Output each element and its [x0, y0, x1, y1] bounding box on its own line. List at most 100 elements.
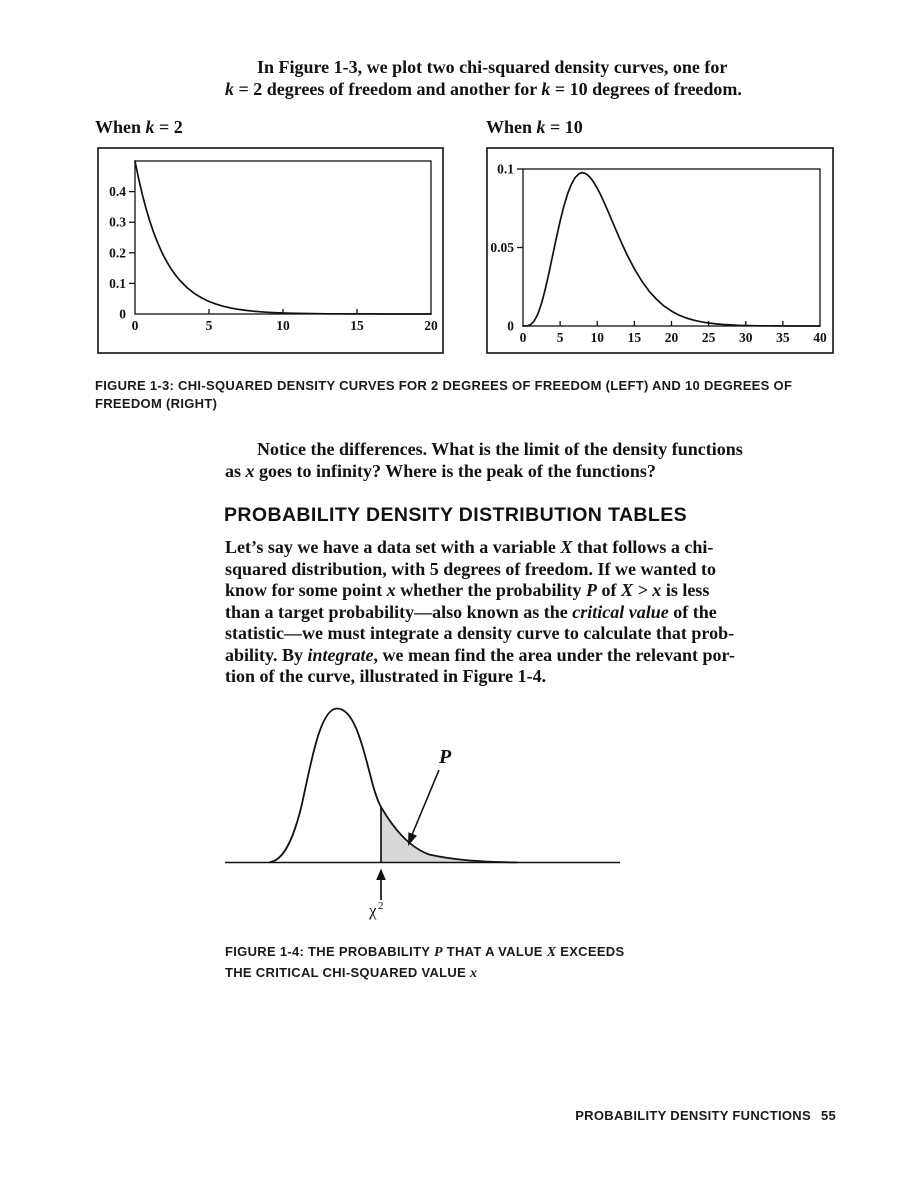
text-run: THAT A VALUE	[442, 944, 547, 959]
y-tick-label: 0	[507, 319, 514, 334]
text-line: In Figure 1-3, we plot two chi-squared d…	[225, 57, 742, 79]
text-line: than a target probability—also known as …	[225, 602, 735, 624]
text-run: FREEDOM (RIGHT)	[95, 396, 218, 411]
x-tick-label: 5	[557, 330, 564, 345]
text-run: of	[597, 580, 622, 600]
text-run: = 2 degrees of freedom and another for	[234, 78, 542, 99]
text-run: goes to infinity? Where is the peak of t…	[254, 460, 656, 481]
italic-text-run: x	[245, 460, 255, 481]
italic-text-run: X	[560, 537, 573, 557]
text-line: FREEDOM (RIGHT)	[95, 395, 792, 413]
text-run: When	[95, 117, 146, 137]
text-run: squared distribution, with 5 degrees of …	[225, 558, 716, 579]
x-tick-label: 40	[813, 330, 827, 345]
italic-text-run: k	[541, 78, 551, 99]
text-line: THE CRITICAL CHI-SQUARED VALUE x	[225, 963, 624, 984]
p-label: P	[438, 746, 452, 768]
text-run: THE CRITICAL CHI-SQUARED VALUE	[225, 964, 470, 980]
text-run: = 2	[154, 117, 183, 137]
text-run: EXCEEDS	[556, 944, 625, 959]
notice-paragraph: Notice the differences. What is the limi…	[225, 439, 743, 482]
text-run: statistic—we must integrate a density cu…	[225, 623, 735, 643]
x-tick-label: 35	[776, 330, 790, 345]
section-heading: PROBABILITY DENSITY DISTRIBUTION TABLES	[224, 504, 688, 526]
figure-1-4-caption: FIGURE 1-4: THE PROBABILITY P THAT A VAL…	[225, 942, 624, 983]
text-run: Notice the differences. What is the limi…	[257, 439, 743, 459]
text-line: tion of the curve, illustrated in Figure…	[225, 666, 735, 688]
italic-text-run: P	[433, 945, 443, 960]
chart-outer-border	[486, 147, 834, 354]
x-tick-label: 30	[739, 330, 753, 345]
x-tick-label: 0	[132, 318, 139, 333]
text-run: = 10	[545, 117, 583, 137]
italic-text-run: critical value	[572, 601, 669, 622]
y-tick-label: 0.1	[109, 276, 126, 291]
text-run: = 10 degrees of freedom.	[550, 78, 742, 99]
italic-text-run: X > x	[621, 580, 662, 600]
chart-left-title: When k = 2	[95, 117, 183, 138]
text-run: is less	[661, 580, 710, 600]
italic-text-run: k	[145, 117, 155, 137]
text-run: Let’s say we have a data set with a vari…	[225, 537, 561, 557]
text-line: FIGURE 1-4: THE PROBABILITY P THAT A VAL…	[225, 942, 624, 963]
chi-squared-chart-k10: 0 5 10 15 20 25 30 35 40 0 0.05 0.1	[486, 147, 834, 354]
italic-text-run: k	[536, 117, 546, 137]
x-tick-label: 10	[591, 330, 605, 345]
y-tick-label: 0.05	[490, 240, 514, 255]
density-curve	[269, 707, 518, 864]
x-tick-label: 0	[520, 330, 527, 345]
text-run: When	[486, 117, 537, 137]
x-tick-label: 10	[276, 318, 290, 333]
plot-frame	[134, 160, 432, 315]
p-arrow-line	[410, 769, 440, 837]
italic-text-run: k	[225, 78, 234, 99]
text-run: know for some point	[225, 580, 387, 600]
italic-text-run: integrate	[307, 644, 374, 665]
text-run: of the	[668, 601, 717, 622]
italic-text-run: x	[470, 965, 478, 981]
chart-right-title: When k = 10	[486, 117, 583, 138]
density-curve	[522, 171, 821, 327]
text-run: FIGURE 1-4: THE PROBABILITY	[225, 944, 434, 959]
text-run: whether the probability	[395, 580, 587, 600]
text-run: ability. By	[225, 644, 308, 665]
text-run: tion of the curve, illustrated in Figure…	[225, 666, 547, 686]
x-tick-label: 20	[665, 330, 679, 345]
text-line: FIGURE 1-3: CHI-SQUARED DENSITY CURVES F…	[95, 377, 792, 395]
density-curve	[134, 160, 432, 315]
x-tick-label: 15	[350, 318, 364, 333]
chi-squared-chart-k2: 0 5 10 15 20 0 0.1 0.2 0.3 0.4	[97, 147, 444, 354]
intro-paragraph: In Figure 1-3, we plot two chi-squared d…	[225, 57, 742, 100]
text-run: that follows a chi-	[572, 537, 714, 557]
text-line: Notice the differences. What is the limi…	[225, 439, 743, 461]
chart-outer-border	[97, 147, 444, 354]
text-run: In Figure 1-3, we plot two chi-squared d…	[257, 57, 728, 77]
text-line: statistic—we must integrate a density cu…	[225, 623, 735, 645]
page-footer: PROBABILITY DENSITY FUNCTIONS 55	[0, 1108, 836, 1123]
y-tick-label: 0.4	[109, 184, 126, 199]
body-paragraph: Let’s say we have a data set with a vari…	[225, 537, 735, 688]
y-tick-label: 0.3	[109, 215, 126, 230]
p-arrowhead	[408, 832, 417, 846]
text-run: FIGURE 1-3: CHI-SQUARED DENSITY CURVES F…	[95, 378, 793, 393]
text-run: as	[225, 460, 246, 481]
shaded-tail-area	[381, 807, 510, 863]
text-line: know for some point x whether the probab…	[225, 580, 735, 602]
italic-text-run: X	[546, 945, 557, 960]
text-line: as x goes to infinity? Where is the peak…	[225, 461, 743, 483]
y-tick-label: 0.1	[497, 162, 514, 177]
italic-text-run: x	[386, 580, 396, 600]
x-tick-label: 25	[702, 330, 716, 345]
x-tick-label: 5	[206, 318, 213, 333]
text-line: k = 2 degrees of freedom and another for…	[225, 79, 742, 101]
text-run: , we mean find the area under the releva…	[373, 644, 735, 665]
x-tick-label: 20	[424, 318, 438, 333]
text-line: ability. By integrate, we mean find the …	[225, 645, 735, 667]
text-line: squared distribution, with 5 degrees of …	[225, 559, 735, 581]
y-tick-label: 0.2	[109, 245, 126, 260]
x-tick-label: 15	[628, 330, 642, 345]
figure-1-3-caption: FIGURE 1-3: CHI-SQUARED DENSITY CURVES F…	[95, 377, 792, 413]
